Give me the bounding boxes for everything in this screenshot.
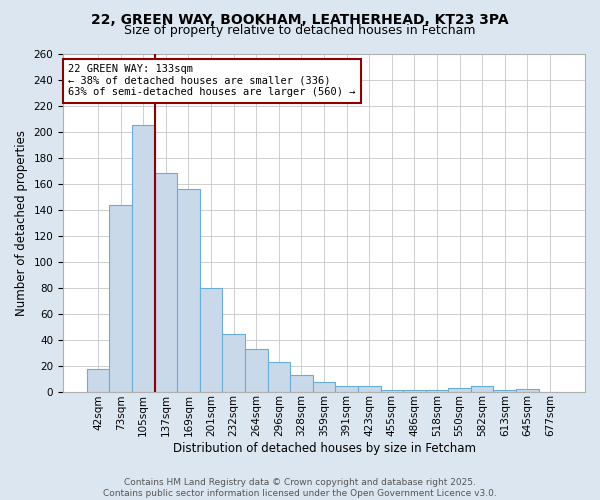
Bar (245, 348, 268, 392)
Bar (448, 388, 471, 392)
Bar (380, 390, 403, 392)
Bar (313, 382, 335, 392)
Bar (290, 374, 313, 392)
Bar (335, 386, 358, 392)
Bar (516, 389, 539, 392)
Text: Size of property relative to detached houses in Fetcham: Size of property relative to detached ho… (124, 24, 476, 37)
Bar (403, 390, 425, 392)
Bar (132, 126, 155, 392)
Bar (109, 204, 132, 392)
Bar (425, 390, 448, 392)
Bar (471, 386, 493, 392)
Bar (358, 386, 380, 392)
Bar (177, 189, 200, 392)
X-axis label: Distribution of detached houses by size in Fetcham: Distribution of detached houses by size … (173, 442, 476, 455)
Text: 22 GREEN WAY: 133sqm
← 38% of detached houses are smaller (336)
63% of semi-deta: 22 GREEN WAY: 133sqm ← 38% of detached h… (68, 64, 356, 98)
Y-axis label: Number of detached properties: Number of detached properties (15, 130, 28, 316)
Bar (493, 390, 516, 392)
Bar (223, 334, 245, 392)
Text: 22, GREEN WAY, BOOKHAM, LEATHERHEAD, KT23 3PA: 22, GREEN WAY, BOOKHAM, LEATHERHEAD, KT2… (91, 12, 509, 26)
Bar (87, 370, 109, 392)
Text: Contains HM Land Registry data © Crown copyright and database right 2025.
Contai: Contains HM Land Registry data © Crown c… (103, 478, 497, 498)
Bar (155, 174, 177, 392)
Bar (268, 362, 290, 392)
Bar (200, 288, 223, 392)
